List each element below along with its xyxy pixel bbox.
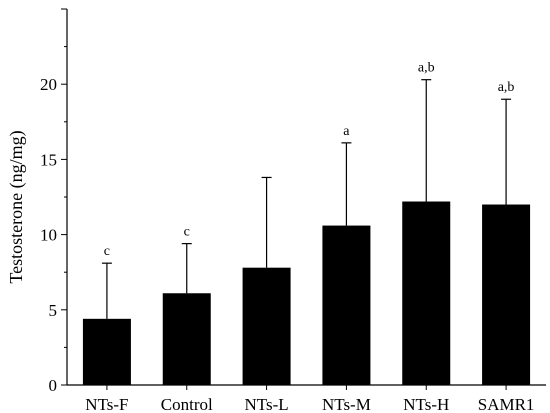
x-tick-label: NTs-H	[403, 395, 449, 413]
y-axis-title: Testosterone (ng/mg)	[6, 130, 27, 283]
x-tick-label: NTs-L	[245, 395, 289, 413]
significance-labels: c c a a,b a,b	[104, 61, 515, 259]
x-tick-label: NTs-M	[322, 395, 371, 413]
x-tick-label: NTs-F	[85, 395, 128, 413]
significance-label: c	[184, 225, 190, 240]
y-tick-label: 5	[49, 301, 58, 320]
significance-label: a,b	[498, 80, 515, 95]
y-axis: 0 5 10 15 20	[40, 8, 68, 395]
bar	[322, 225, 371, 385]
bar	[402, 201, 451, 385]
y-tick-label: 20	[40, 75, 57, 94]
bar	[162, 293, 211, 385]
bar	[482, 204, 531, 385]
significance-label: c	[104, 244, 110, 259]
y-tick-label: 15	[40, 150, 57, 169]
y-tick-label: 10	[40, 226, 57, 245]
bar	[242, 267, 291, 385]
significance-label: a	[343, 124, 350, 139]
x-tick-label: SAMR1	[478, 395, 535, 413]
bars	[82, 201, 531, 385]
bar	[82, 318, 131, 385]
x-axis: NTs-F Control NTs-L NTs-M NTs-H SAMR1	[67, 384, 546, 413]
significance-label: a,b	[418, 61, 435, 76]
error-bars	[101, 79, 512, 319]
y-tick-label: 0	[49, 376, 58, 395]
x-tick-label: Control	[161, 395, 213, 413]
